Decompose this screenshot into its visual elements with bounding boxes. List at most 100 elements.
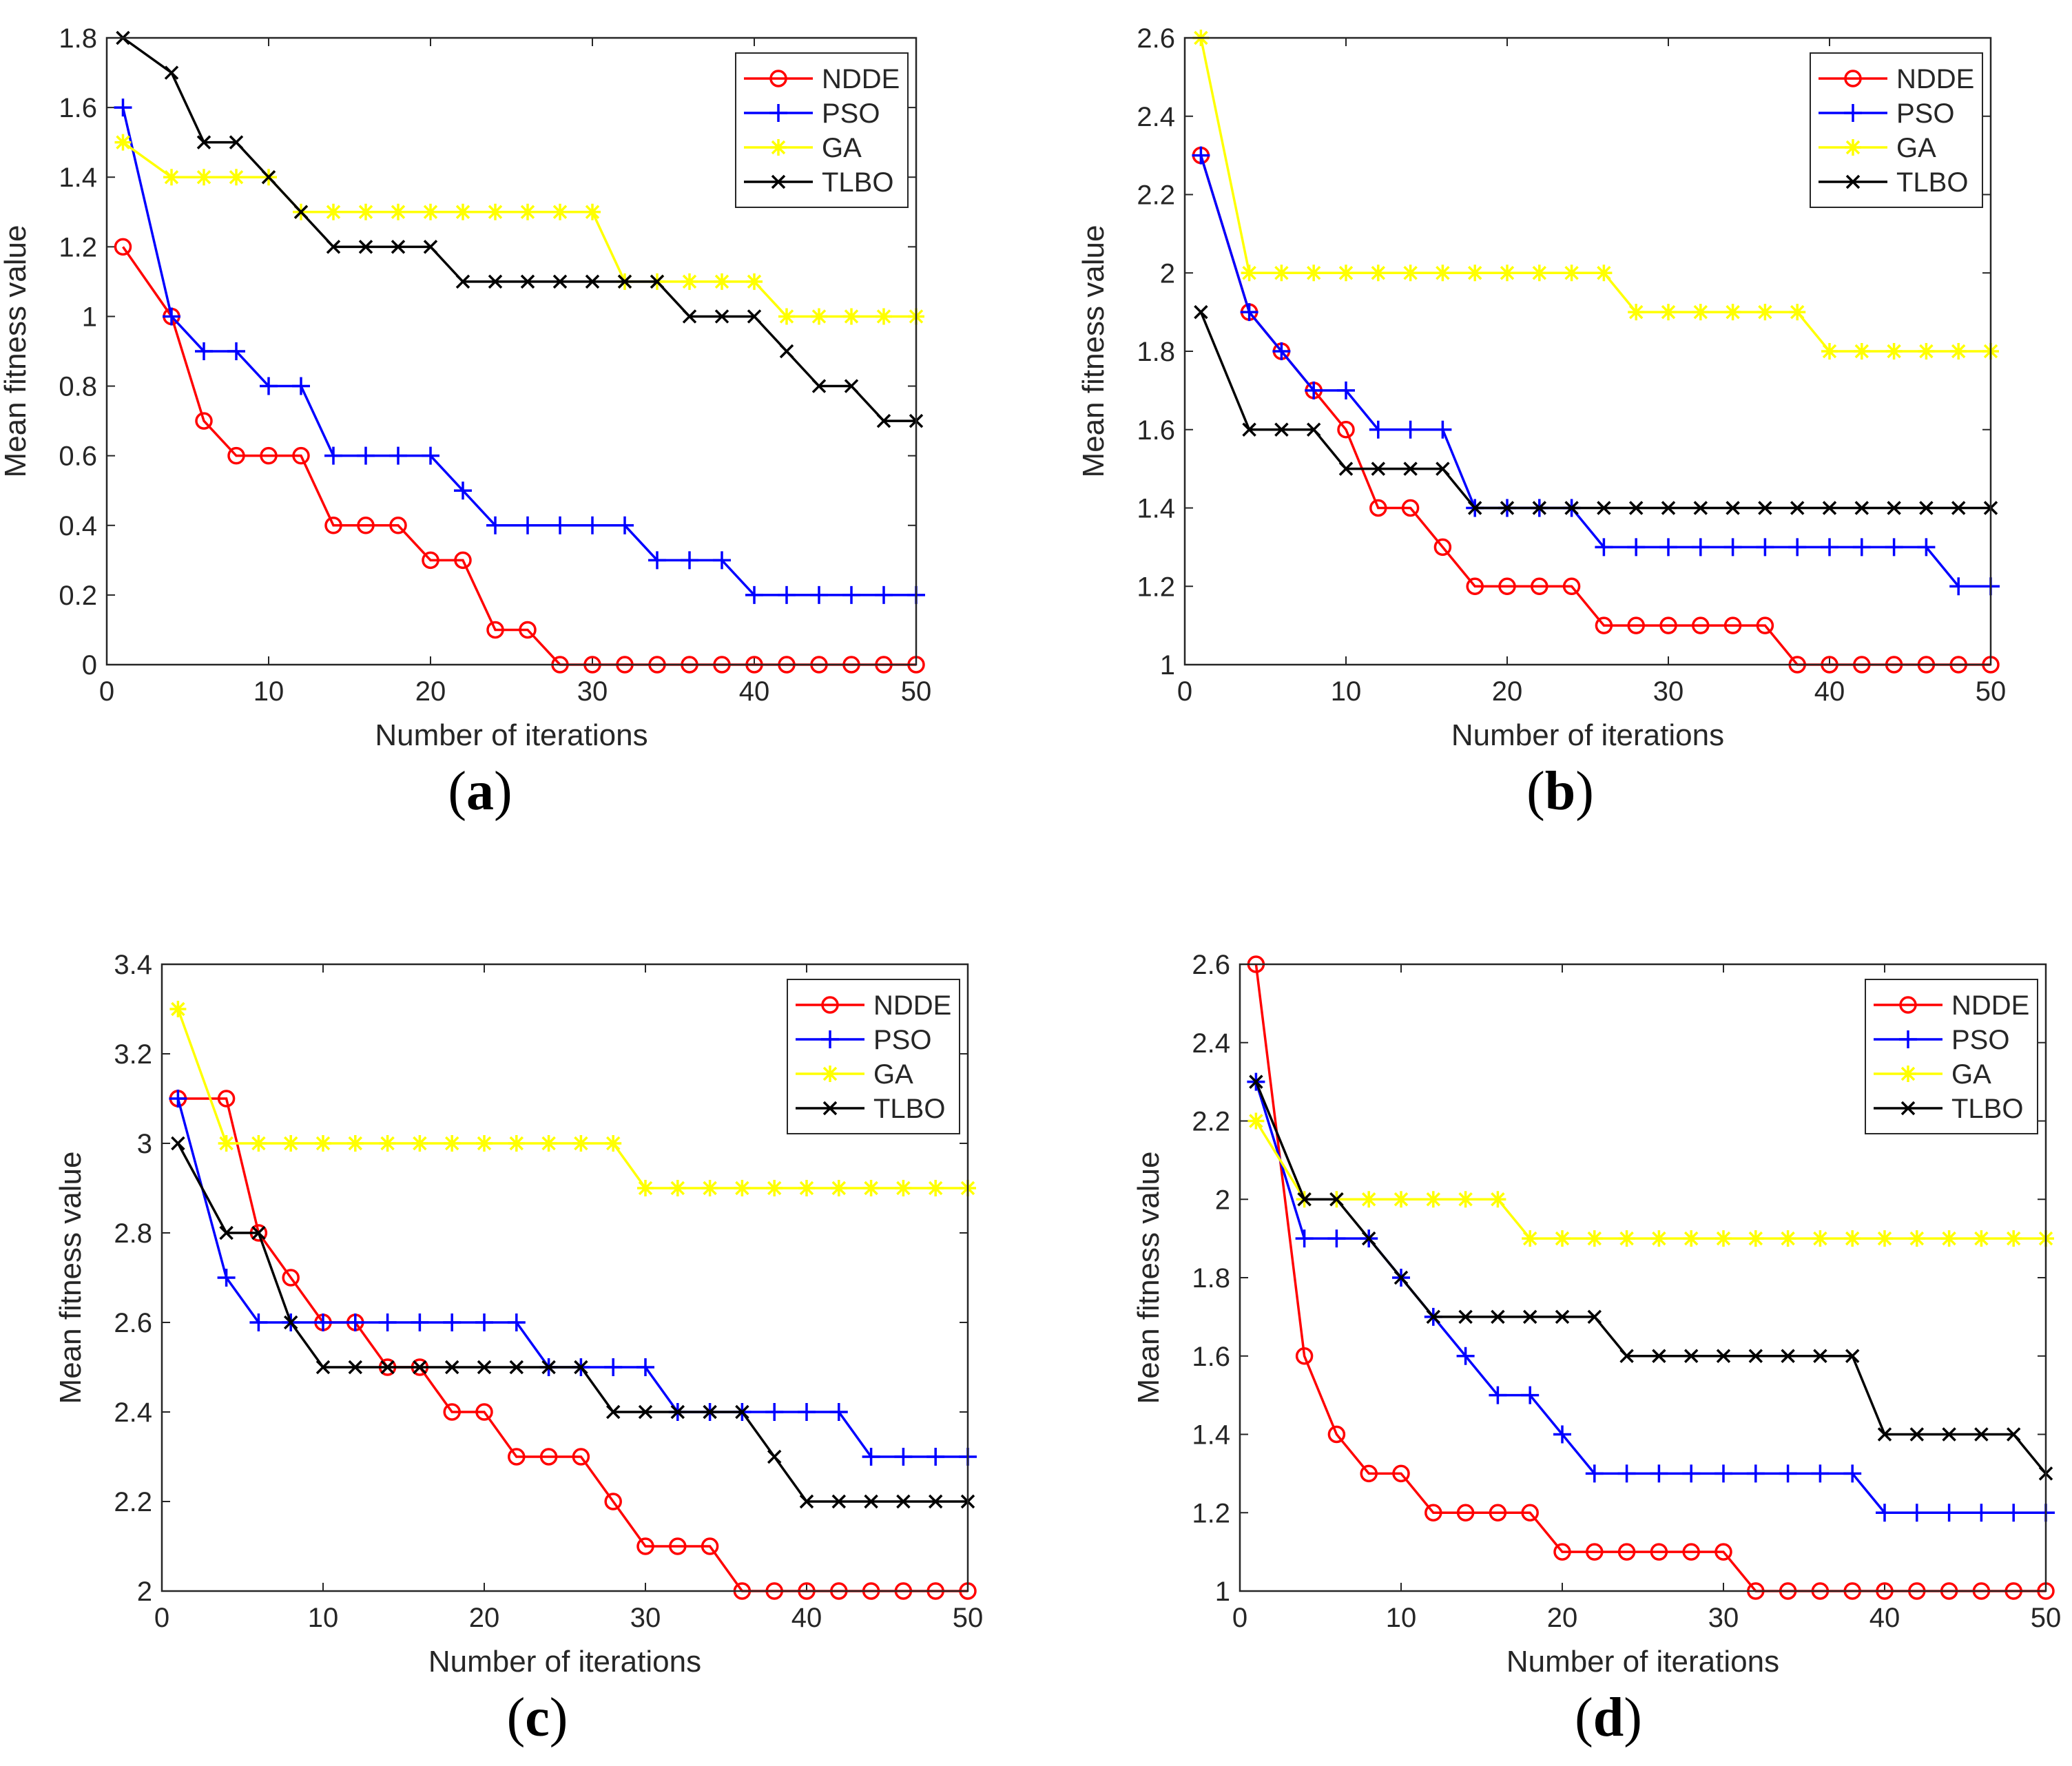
chart-d-ga-point — [1715, 1230, 1732, 1247]
chart-a-xtick-label: 10 — [253, 676, 284, 707]
chart-c-pso-point — [862, 1448, 880, 1466]
chart-b-pso-point — [1917, 538, 1936, 557]
chart-d-y-axis-label: Mean fitness value — [1132, 1152, 1166, 1404]
chart-d-ga-point — [1779, 1230, 1796, 1247]
chart-b-ga-point — [1853, 343, 1870, 360]
chart-b-pso-point — [1723, 538, 1742, 557]
chart-a-pso-point — [551, 516, 569, 534]
chart-a-ga-point — [196, 169, 212, 186]
chart-a-pso-point — [486, 516, 504, 534]
chart-a-ytick-label: 1.6 — [59, 93, 97, 123]
chart-c-ga-point — [282, 1135, 300, 1152]
chart-d-ytick-label: 2.6 — [1192, 950, 1230, 980]
chart-c-pso-point — [443, 1313, 462, 1331]
chart-d-legend-tlbo-marker — [1900, 1101, 1916, 1116]
chart-b-ytick-label: 2 — [1160, 258, 1175, 289]
chart-b-ndde-point — [1433, 538, 1452, 557]
chart-a-pso-point — [227, 342, 245, 360]
chart-c-pso-point — [217, 1269, 236, 1287]
chart-b-tlbo-point — [1242, 422, 1256, 437]
chart-d-legend-ndde-label: NDDE — [1951, 990, 2029, 1021]
chart-c-ga-point — [766, 1180, 783, 1196]
chart-a-pso-point — [260, 377, 278, 395]
chart-b-pso-point — [1337, 381, 1355, 399]
chart-b-pso-point — [1659, 538, 1677, 557]
chart-a-tlbo-point — [585, 274, 600, 289]
chart-d-legend: NDDE PSO GA TLBO — [1865, 979, 2038, 1134]
chart-d-tlbo-point — [1909, 1427, 1925, 1442]
chart-a-ytick-label: 0.2 — [59, 581, 97, 611]
chart-d-pso-point — [1650, 1464, 1668, 1483]
chart-d-pso-point — [1553, 1425, 1571, 1444]
chart-d-tlbo-point — [1522, 1309, 1537, 1324]
chart-d-ytick-label: 1.2 — [1192, 1498, 1230, 1528]
chart-c-tlbo-point — [541, 1360, 556, 1375]
chart-c-pso-markers — [169, 1090, 977, 1466]
chart-b-pso-point — [1885, 538, 1903, 557]
chart-d-ga-point — [1747, 1230, 1764, 1247]
chart-d-ytick-label: 1.6 — [1192, 1342, 1230, 1372]
chart-c-tlbo-point — [380, 1360, 395, 1375]
chart-a-pso-point — [875, 585, 893, 604]
chart-c-x-axis-label: Number of iterations — [428, 1645, 701, 1679]
chart-c-legend: NDDE PSO GA TLBO — [787, 979, 960, 1134]
chart-b-ytick-label: 1.2 — [1137, 572, 1175, 602]
chart-b-pso-point — [1691, 538, 1710, 557]
chart-c-tlbo-point — [638, 1404, 653, 1420]
chart-d-ndde-point — [1714, 1543, 1732, 1561]
chart-b-tlbo-point — [1597, 501, 1611, 515]
chart-d-tlbo-point — [1619, 1349, 1634, 1363]
chart-b-ndde-point — [1627, 616, 1645, 634]
chart-b-ga-point — [1660, 304, 1677, 321]
chart-b-ytick-label: 2.6 — [1137, 23, 1175, 54]
chart-b-tlbo-point — [1532, 501, 1547, 515]
chart-d-ga-point — [1393, 1191, 1409, 1208]
chart-d-pso-point — [1714, 1464, 1732, 1483]
chart-c-ga-point — [572, 1135, 590, 1152]
chart-c-ga-point — [798, 1180, 815, 1196]
chart-a-pso-point — [195, 342, 213, 360]
chart-c-tlbo-point — [864, 1494, 878, 1509]
chart-c-ndde-point — [508, 1448, 526, 1466]
chart-b-xtick-label: 20 — [1492, 676, 1523, 707]
chart-c-tlbo-point — [605, 1404, 621, 1420]
chart-b-ndde-point — [1337, 421, 1355, 439]
chart-d-ga-point — [1973, 1230, 1990, 1247]
chart-a-ndde-point — [114, 238, 132, 256]
chart-c-ndde-point — [475, 1403, 493, 1421]
chart-b-xtick-label: 30 — [1653, 676, 1684, 707]
chart-b-tlbo-point — [1790, 501, 1805, 515]
chart-c-tlbo-point — [477, 1360, 492, 1375]
chart-b-ndde-point — [1531, 577, 1548, 595]
chart-a-pso-point — [616, 516, 634, 534]
chart-c-pso-point — [798, 1403, 816, 1421]
chart-b-ga-point — [1692, 304, 1709, 321]
chart-a-ga-point — [552, 203, 568, 220]
chart-a-legend-tlbo-label: TLBO — [822, 167, 893, 198]
chart-a-pso-point — [681, 551, 698, 570]
chart-d-tlbo-point — [1748, 1349, 1763, 1363]
chart-c-tlbo-point — [444, 1360, 459, 1375]
chart-b-ga-point — [1563, 264, 1580, 282]
chart-a-tlbo-point — [293, 205, 309, 220]
chart-c-tlbo-point — [574, 1360, 588, 1375]
chart-b-panel: 1 1.2 1.4 1.6 1.8 2 2.2 2.4 2.6 0 10 20 30 40 50 Number… — [1077, 23, 2006, 822]
chart-b-tlbo-point — [1403, 461, 1418, 476]
chart-d-tlbo-point — [1845, 1349, 1860, 1363]
chart-d-tlbo-point — [1361, 1231, 1376, 1246]
chart-a-ytick-label: 0.8 — [59, 372, 97, 402]
chart-b-ndde-point — [1466, 577, 1484, 595]
chart-a-tlbo-point — [391, 240, 406, 254]
chart-c-ga-point — [379, 1135, 396, 1152]
chart-b-tlbo-point — [1564, 501, 1579, 515]
chart-b-ga-point — [1757, 304, 1774, 321]
chart-a-ytick-label: 0 — [82, 650, 97, 681]
chart-d-ndde-point — [1489, 1504, 1507, 1521]
chart-c-tlbo-point — [703, 1404, 717, 1420]
chart-b-ndde-point — [1562, 577, 1581, 595]
chart-b-pso-point — [1756, 538, 1774, 557]
chart-b-x-axis-label: Number of iterations — [1451, 718, 1724, 752]
chart-d-pso-point — [1746, 1464, 1765, 1483]
chart-c-ndde-point — [636, 1537, 654, 1555]
chart-a-ga-point — [746, 273, 763, 290]
